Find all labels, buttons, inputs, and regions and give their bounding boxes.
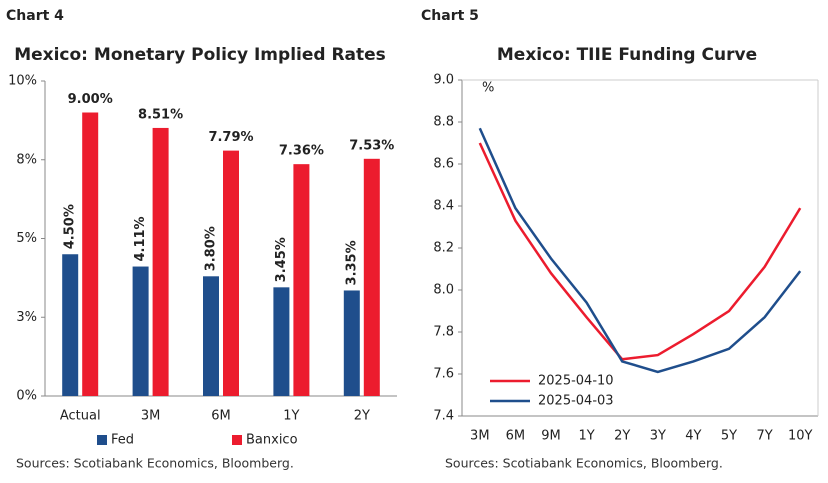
y-tick-label: 7.6 — [433, 367, 454, 382]
legend-label: 2025-04-03 — [538, 394, 614, 409]
legend-label: Fed — [111, 433, 134, 448]
line — [478, 127, 802, 374]
x-tick-label: 7Y — [756, 429, 772, 444]
bar — [152, 127, 169, 396]
source: Sources: Scotiabank Economics, Bloomberg… — [16, 456, 294, 471]
legend-label: Banxico — [246, 433, 298, 448]
bar — [82, 112, 99, 396]
y-tick-label: 8.0 — [433, 283, 454, 298]
y-tick-label: 0% — [16, 389, 37, 404]
line — [478, 142, 802, 361]
x-tick-label: 3M — [470, 429, 490, 444]
x-tick-label: 3M — [141, 409, 161, 424]
legend-swatch — [97, 435, 107, 445]
bar — [273, 287, 290, 396]
source: Sources: Scotiabank Economics, Bloomberg… — [445, 456, 723, 471]
legend-swatch — [232, 435, 242, 445]
y-unit: % — [482, 81, 494, 96]
bar — [293, 164, 310, 396]
y-tick-label: 8.8 — [433, 115, 454, 130]
y-tick-label: 9.0 — [433, 73, 454, 88]
y-tick-label: 3% — [16, 310, 37, 325]
legend-label: 2025-04-10 — [538, 374, 614, 389]
y-tick-label: 8.4 — [433, 199, 454, 214]
x-tick-label: 6M — [506, 429, 526, 444]
x-tick-label: 3Y — [650, 429, 666, 444]
x-tick-label: Actual — [60, 409, 101, 424]
chart-title: Mexico: Monetary Policy Implied Rates — [14, 45, 386, 65]
bar — [343, 290, 360, 396]
bar — [132, 266, 149, 396]
value-label: 7.79% — [208, 130, 253, 145]
value-label: 4.50% — [63, 204, 78, 249]
x-tick-label: 6M — [211, 409, 231, 424]
x-tick-label: 9M — [541, 429, 561, 444]
y-tick-label: 8% — [16, 152, 37, 167]
y-tick-label: 5% — [16, 231, 37, 246]
y-tick-label: 7.4 — [433, 409, 454, 424]
y-tick-label: 8.6 — [433, 157, 454, 172]
chart-label: Chart 5 — [421, 8, 479, 24]
value-label: 8.51% — [138, 107, 183, 122]
value-label: 3.45% — [274, 237, 289, 282]
chart-title: Mexico: TIIE Funding Curve — [497, 45, 757, 65]
x-tick-label: 2Y — [614, 429, 630, 444]
bar — [223, 150, 239, 396]
value-label: 7.36% — [279, 144, 324, 159]
x-tick-label: 2Y — [354, 409, 370, 424]
value-label: 3.35% — [344, 240, 359, 285]
x-tick-label: 5Y — [721, 429, 737, 444]
value-label: 3.80% — [204, 226, 219, 271]
bar — [363, 158, 380, 396]
x-tick-label: 1Y — [283, 409, 299, 424]
value-label: 9.00% — [68, 92, 113, 107]
y-tick-label: 7.8 — [433, 325, 454, 340]
x-tick-label: 4Y — [685, 429, 701, 444]
chart-label: Chart 4 — [6, 8, 64, 24]
x-tick-label: 1Y — [578, 429, 594, 444]
value-label: 7.53% — [349, 138, 394, 153]
bar — [62, 254, 79, 396]
bar — [203, 276, 219, 396]
y-tick-label: 8.2 — [433, 241, 454, 256]
x-tick-label: 10Y — [788, 429, 813, 444]
y-tick-label: 10% — [8, 74, 37, 89]
value-label: 4.11% — [133, 216, 148, 261]
